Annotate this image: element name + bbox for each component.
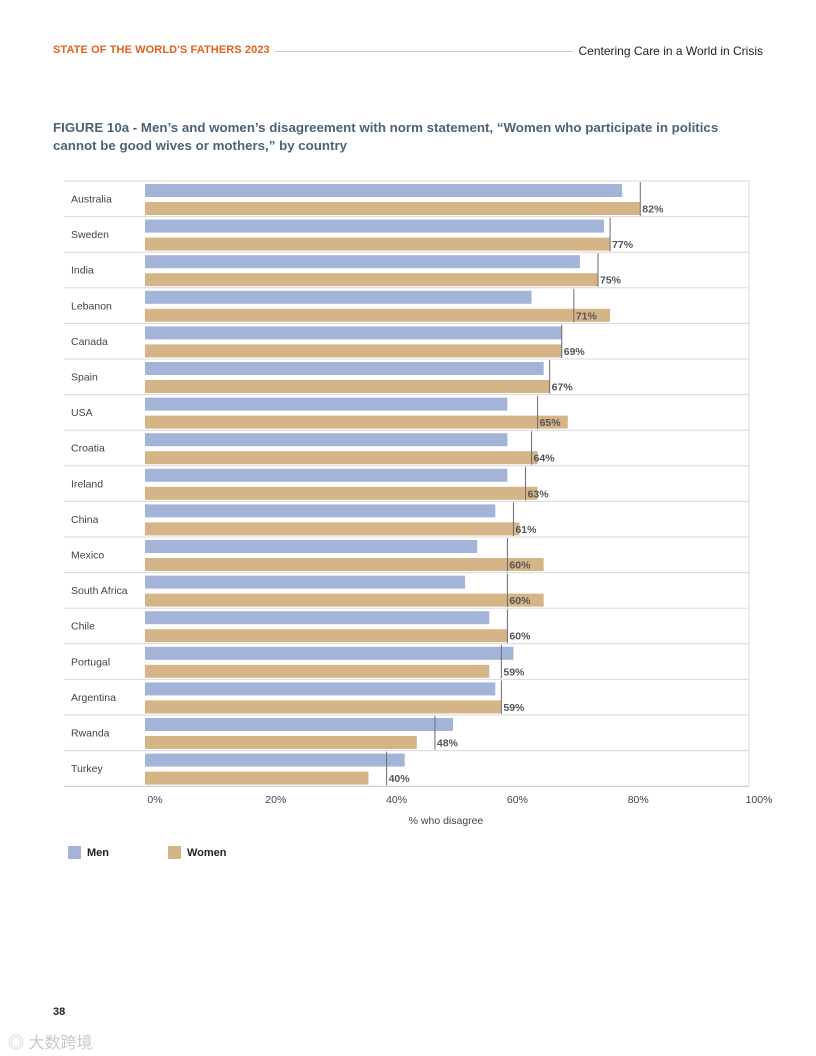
category-label: Spain xyxy=(71,372,98,384)
category-label: Mexico xyxy=(71,550,104,562)
category-label: India xyxy=(71,265,94,277)
bar-women xyxy=(145,664,490,678)
category-label: Rwanda xyxy=(71,728,110,740)
bar-women xyxy=(145,202,641,215)
category-label: Portugal xyxy=(71,656,110,668)
watermark: ◎ 大数跨境 xyxy=(8,1029,92,1053)
data-label: 48% xyxy=(437,738,459,750)
bar-women xyxy=(145,593,544,607)
bar-men xyxy=(145,753,405,767)
bar-men xyxy=(145,682,496,696)
category-label: Ireland xyxy=(71,478,103,490)
figure-title: FIGURE 10a - Men’s and women’s disagreem… xyxy=(53,120,719,153)
bar-men xyxy=(145,362,544,375)
bar-men xyxy=(145,718,454,731)
data-label: 60% xyxy=(509,595,531,607)
data-label: 69% xyxy=(564,346,586,358)
bar-men xyxy=(145,326,562,340)
x-tick-label: 0% xyxy=(147,794,162,806)
data-label: 59% xyxy=(503,666,525,678)
legend-item-men: Men xyxy=(68,846,109,859)
category-label: Turkey xyxy=(71,763,103,775)
bar-men xyxy=(145,290,532,304)
bar-women xyxy=(145,558,544,571)
data-label: 82% xyxy=(642,204,664,216)
data-label: 60% xyxy=(509,631,531,643)
legend-swatch-women xyxy=(168,846,181,859)
data-label: 75% xyxy=(600,275,622,287)
category-label: China xyxy=(71,514,99,526)
legend-item-women: Women xyxy=(168,846,227,859)
bar-women xyxy=(145,736,417,749)
bar-men xyxy=(145,219,605,233)
category-label: USA xyxy=(71,407,93,419)
data-label: 40% xyxy=(389,773,411,785)
data-label: 63% xyxy=(528,488,550,500)
legend-label-men: Men xyxy=(87,846,109,859)
report-subtitle: Centering Care in a World in Crisis xyxy=(578,44,763,58)
x-tick-label: 80% xyxy=(628,794,649,806)
x-axis-title: % who disagree xyxy=(409,815,484,827)
bar-women xyxy=(145,522,520,536)
watermark-logo-icon: ◎ xyxy=(8,1035,25,1052)
bar-men xyxy=(145,468,508,482)
x-tick-label: 100% xyxy=(746,794,773,806)
bar-women xyxy=(145,273,598,287)
bar-women xyxy=(145,629,508,643)
data-label: 64% xyxy=(534,453,556,465)
bar-women xyxy=(145,451,538,465)
bar-men xyxy=(145,611,490,625)
legend-swatch-men xyxy=(68,846,81,859)
data-label: 67% xyxy=(552,382,574,394)
bar-women xyxy=(145,308,611,322)
bar-women xyxy=(145,771,369,785)
bar-men xyxy=(145,397,508,411)
bar-men xyxy=(145,255,580,269)
legend-label-women: Women xyxy=(187,846,227,859)
page-number: 38 xyxy=(53,1006,66,1018)
x-tick-label: 20% xyxy=(265,794,286,806)
data-label: 77% xyxy=(612,239,634,251)
watermark-text: 大数跨境 xyxy=(28,1035,93,1052)
bar-men xyxy=(145,433,508,447)
category-label: Chile xyxy=(71,621,95,633)
bar-women xyxy=(145,700,502,714)
category-label: Sweden xyxy=(71,229,109,241)
bar-men xyxy=(145,575,466,589)
bar-women xyxy=(145,237,611,251)
bar-men xyxy=(145,540,478,553)
x-tick-label: 40% xyxy=(386,794,407,806)
page-header: STATE OF THE WORLD'S FATHERS 2023 Center… xyxy=(53,44,763,60)
data-label: 60% xyxy=(509,560,531,572)
data-label: 71% xyxy=(576,310,598,322)
data-label: 59% xyxy=(503,702,525,714)
bar-men xyxy=(145,184,623,197)
report-title: STATE OF THE WORLD'S FATHERS 2023 xyxy=(53,44,270,56)
category-label: Canada xyxy=(71,336,108,348)
category-label: Australia xyxy=(71,194,112,206)
data-label: 65% xyxy=(540,417,562,429)
category-label: Croatia xyxy=(71,443,105,455)
bar-men xyxy=(145,504,496,518)
bar-women xyxy=(145,344,562,358)
bar-women xyxy=(145,486,538,500)
data-label: 61% xyxy=(515,524,537,536)
category-label: Lebanon xyxy=(71,300,112,312)
bar-women xyxy=(145,380,550,393)
bar-men xyxy=(145,646,514,660)
category-label: Argentina xyxy=(71,692,116,704)
header-divider xyxy=(275,51,573,52)
category-label: South Africa xyxy=(71,585,128,597)
x-tick-label: 60% xyxy=(507,794,528,806)
bar-chart: Australia 82% Sweden 77% India 75% Lebanon 71% C… xyxy=(64,180,773,827)
bar-women xyxy=(145,415,568,429)
